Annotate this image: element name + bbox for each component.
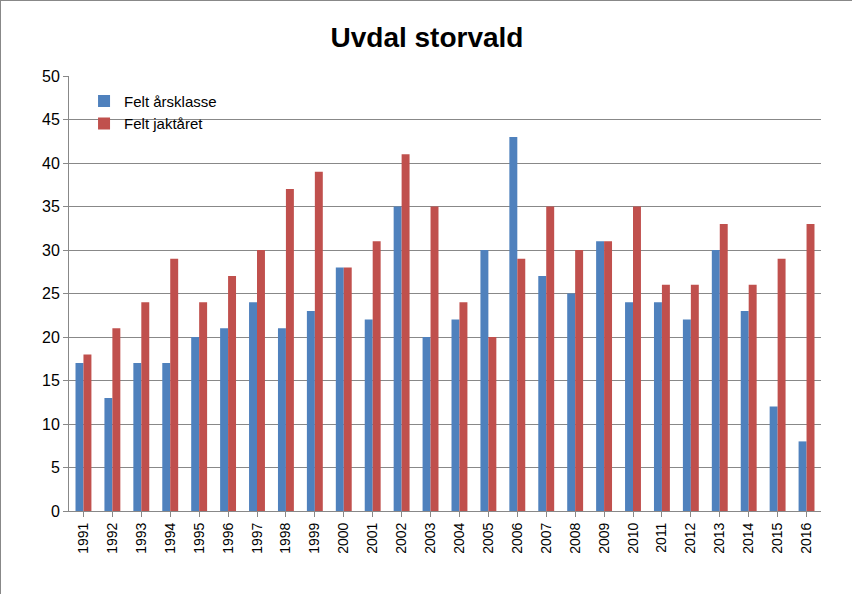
svg-text:35: 35 [42, 198, 60, 215]
svg-text:50: 50 [42, 68, 60, 85]
svg-text:2014: 2014 [740, 522, 756, 553]
svg-text:0: 0 [51, 503, 60, 520]
svg-text:Uvdal storvald: Uvdal storvald [331, 22, 524, 53]
svg-text:1999: 1999 [306, 522, 322, 553]
svg-text:Felt årsklasse: Felt årsklasse [124, 93, 217, 110]
svg-text:2009: 2009 [596, 522, 612, 553]
svg-text:1991: 1991 [75, 522, 91, 553]
svg-text:40: 40 [42, 155, 60, 172]
svg-text:2003: 2003 [422, 522, 438, 553]
svg-text:1993: 1993 [133, 522, 149, 553]
svg-text:1996: 1996 [220, 522, 236, 553]
svg-text:5: 5 [51, 459, 60, 476]
svg-text:2002: 2002 [393, 522, 409, 553]
svg-text:1994: 1994 [162, 522, 178, 553]
svg-text:1995: 1995 [191, 522, 207, 553]
svg-text:2010: 2010 [625, 522, 641, 553]
svg-text:10: 10 [42, 416, 60, 433]
svg-text:2012: 2012 [682, 522, 698, 553]
svg-text:2004: 2004 [451, 522, 467, 553]
svg-text:45: 45 [42, 111, 60, 128]
svg-text:2007: 2007 [538, 522, 554, 553]
svg-text:2008: 2008 [567, 522, 583, 553]
svg-text:2013: 2013 [711, 522, 727, 553]
svg-text:2016: 2016 [798, 522, 814, 553]
svg-text:15: 15 [42, 372, 60, 389]
svg-text:2006: 2006 [509, 522, 525, 553]
svg-text:Felt jaktåret: Felt jaktåret [124, 115, 203, 132]
svg-text:2000: 2000 [335, 522, 351, 553]
svg-text:2011: 2011 [653, 522, 669, 552]
svg-text:2001: 2001 [364, 522, 380, 553]
svg-text:1997: 1997 [249, 522, 265, 553]
svg-text:2015: 2015 [769, 522, 785, 553]
svg-text:2005: 2005 [480, 522, 496, 553]
svg-text:1998: 1998 [277, 522, 293, 553]
svg-text:1992: 1992 [104, 522, 120, 553]
svg-text:25: 25 [42, 285, 60, 302]
svg-text:20: 20 [42, 329, 60, 346]
svg-text:30: 30 [42, 242, 60, 259]
